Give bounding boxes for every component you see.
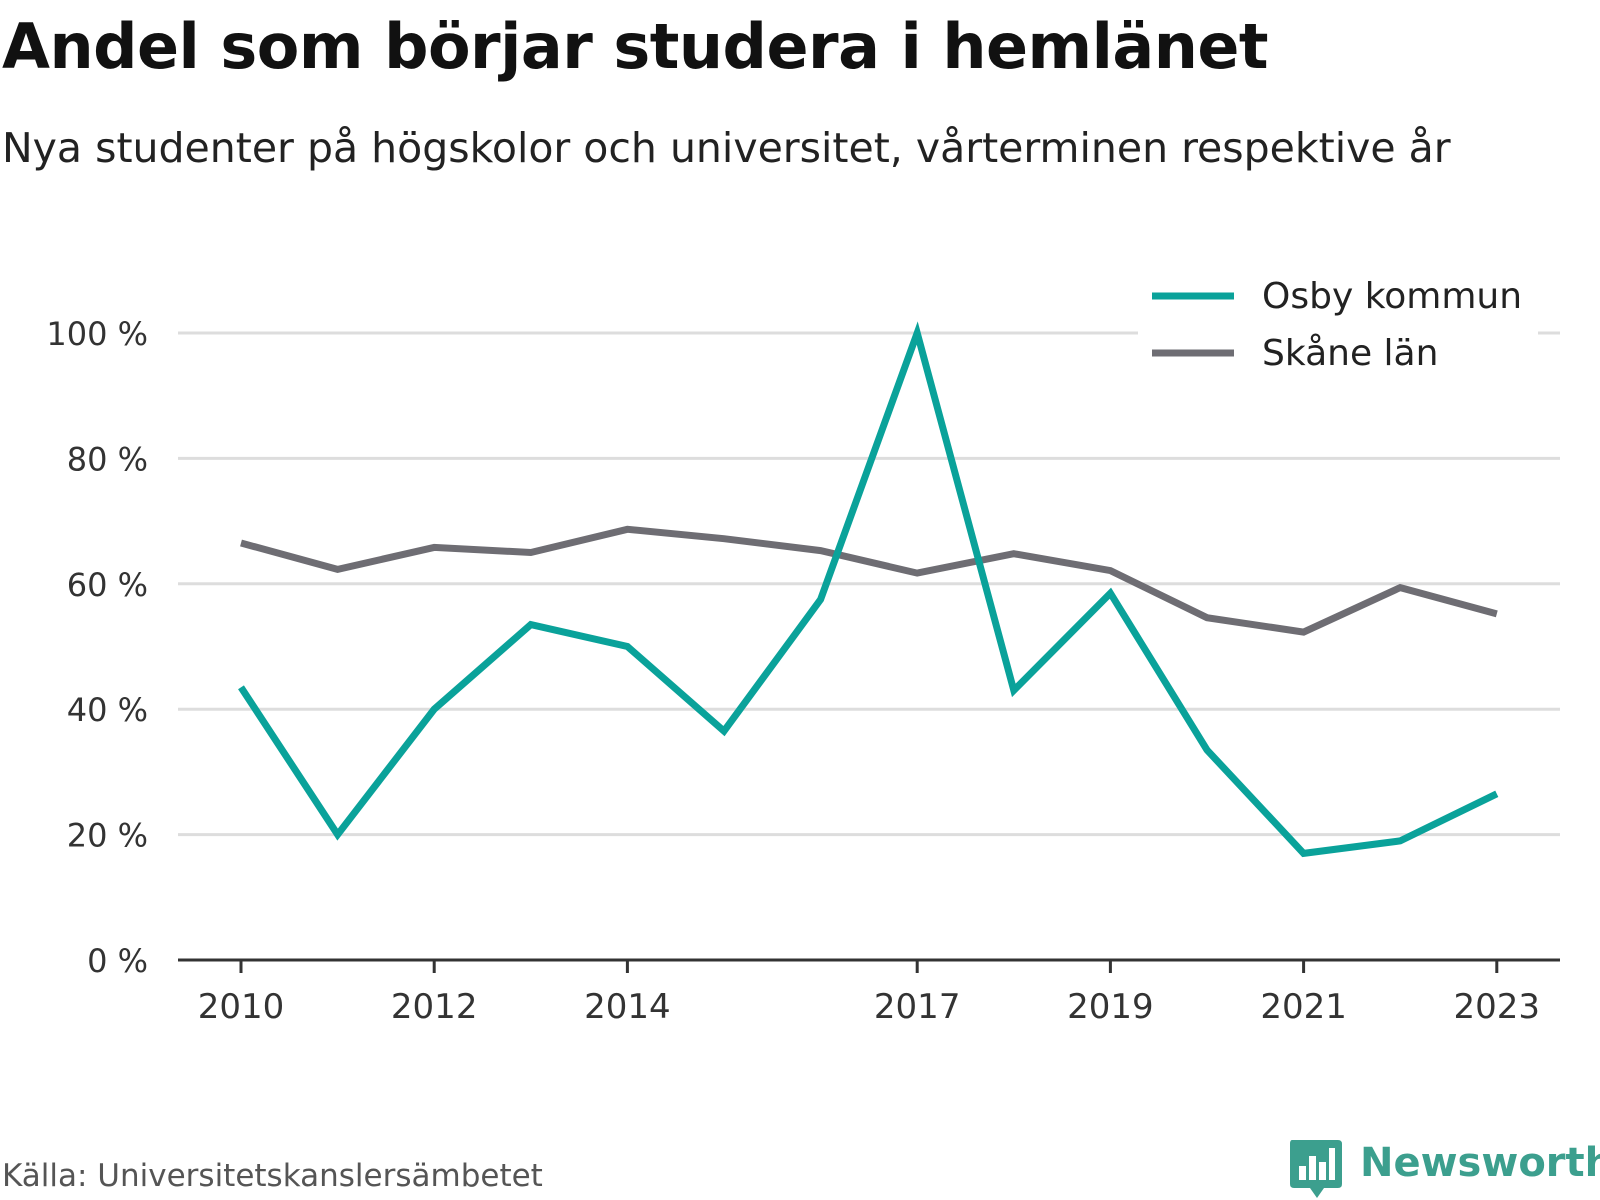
- x-tick-label: 2023: [1454, 987, 1541, 1027]
- legend-label: Osby kommun: [1262, 276, 1522, 317]
- legend-label: Skåne län: [1262, 333, 1438, 374]
- y-tick-label: 20 %: [67, 817, 148, 855]
- x-tick-label: 2021: [1260, 987, 1347, 1027]
- x-tick-label: 2010: [198, 987, 285, 1027]
- series-line-osby-kommun: [238, 321, 1499, 858]
- chart-title: Andel som börjar studera i hemlänet: [2, 10, 1269, 83]
- newsworthy-logo-icon: [1290, 1140, 1342, 1198]
- series-line-skane-lan: [240, 525, 1498, 636]
- brand-name: Newsworthy: [1360, 1140, 1600, 1186]
- y-tick-label: 100 %: [46, 315, 148, 353]
- legend: Osby kommun Skåne län: [1138, 270, 1538, 388]
- y-tick-label: 0 %: [87, 942, 148, 980]
- y-tick-labels: 0 % 20 % 40 % 60 % 80 % 100 %: [46, 315, 148, 980]
- source-note: Källa: Universitetskanslersämbetet: [2, 1158, 543, 1194]
- x-tick-labels: 2010 2012 2014 2017 2019 2021 2023: [198, 960, 1540, 1027]
- line-chart: 0 %20 %40 %60 %80 %100 % 2010 2012 2014 201…: [46, 270, 1560, 1027]
- x-tick-label: 2019: [1067, 987, 1154, 1027]
- y-tick-label: 80 %: [67, 440, 148, 478]
- series-lines: [238, 321, 1499, 858]
- x-tick-label: 2012: [391, 987, 478, 1027]
- x-tick-label: 2014: [584, 987, 671, 1027]
- x-tick-label: 2017: [874, 987, 961, 1027]
- newsworthy-logo: Newsworthy: [1290, 1140, 1600, 1200]
- y-tick-label: 60 %: [67, 566, 148, 604]
- gridlines: [178, 331, 1560, 837]
- y-tick-label: 40 %: [67, 691, 148, 729]
- chart-subtitle: Nya studenter på högskolor och universit…: [2, 124, 1451, 172]
- legend-background: [1138, 270, 1538, 388]
